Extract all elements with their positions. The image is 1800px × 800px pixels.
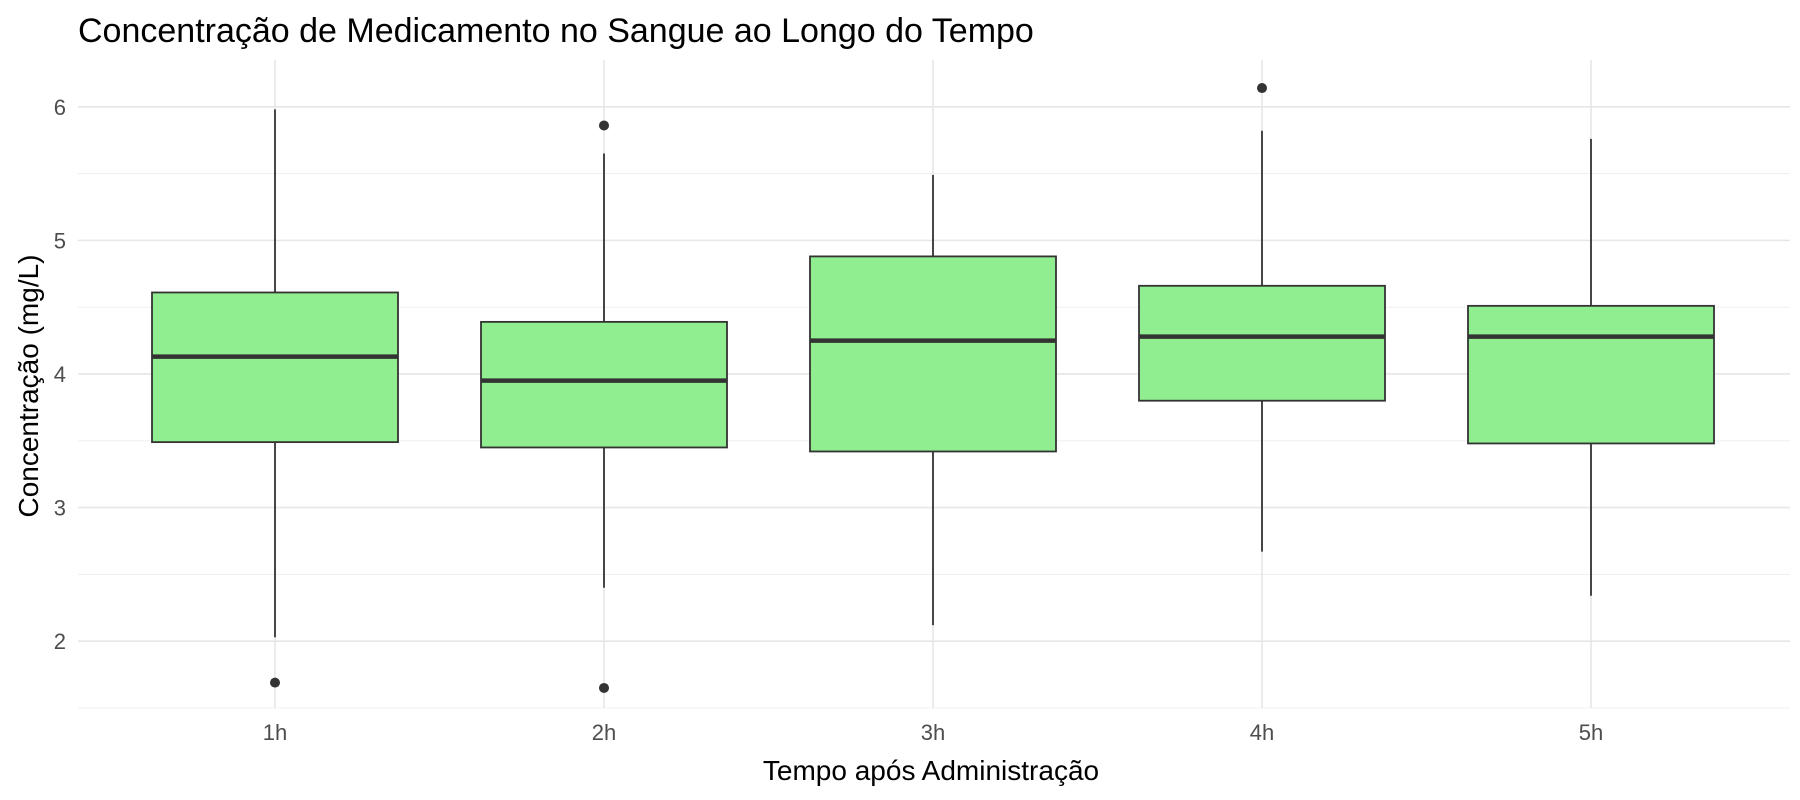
x-tick-label: 1h xyxy=(263,720,287,745)
outlier-point xyxy=(270,677,280,688)
x-axis-title: Tempo após Administração xyxy=(763,755,1099,786)
y-tick-label: 5 xyxy=(54,228,66,253)
y-tick-label: 4 xyxy=(54,362,66,387)
outlier-point xyxy=(599,682,609,693)
box-layer xyxy=(151,83,1715,693)
outlier-point xyxy=(599,120,609,131)
x-tick-label: 4h xyxy=(1250,720,1274,745)
box-iqr xyxy=(1138,284,1386,402)
x-tick-label: 5h xyxy=(1579,720,1603,745)
y-tick-label: 3 xyxy=(54,496,66,521)
x-tick-label: 3h xyxy=(921,720,945,745)
outlier-point xyxy=(1257,83,1267,94)
y-tick-label: 2 xyxy=(54,629,66,654)
tick-label-layer: 2 3 4 5 6 1h 2h 3h 4h 5h xyxy=(54,95,1603,745)
box-4h xyxy=(1138,83,1386,552)
y-axis-title: Concentração (mg/L) xyxy=(13,254,44,517)
box-iqr xyxy=(480,320,728,449)
box-2h xyxy=(480,120,728,693)
box-iqr xyxy=(1467,304,1715,445)
box-5h xyxy=(1467,138,1715,596)
y-tick-label: 6 xyxy=(54,95,66,120)
box-1h xyxy=(151,109,399,688)
x-tick-label: 2h xyxy=(592,720,616,745)
chart-title: Concentração de Medicamento no Sangue ao… xyxy=(78,12,1034,50)
box-3h xyxy=(809,174,1057,626)
box-iqr xyxy=(151,291,399,444)
box-iqr xyxy=(809,255,1057,453)
